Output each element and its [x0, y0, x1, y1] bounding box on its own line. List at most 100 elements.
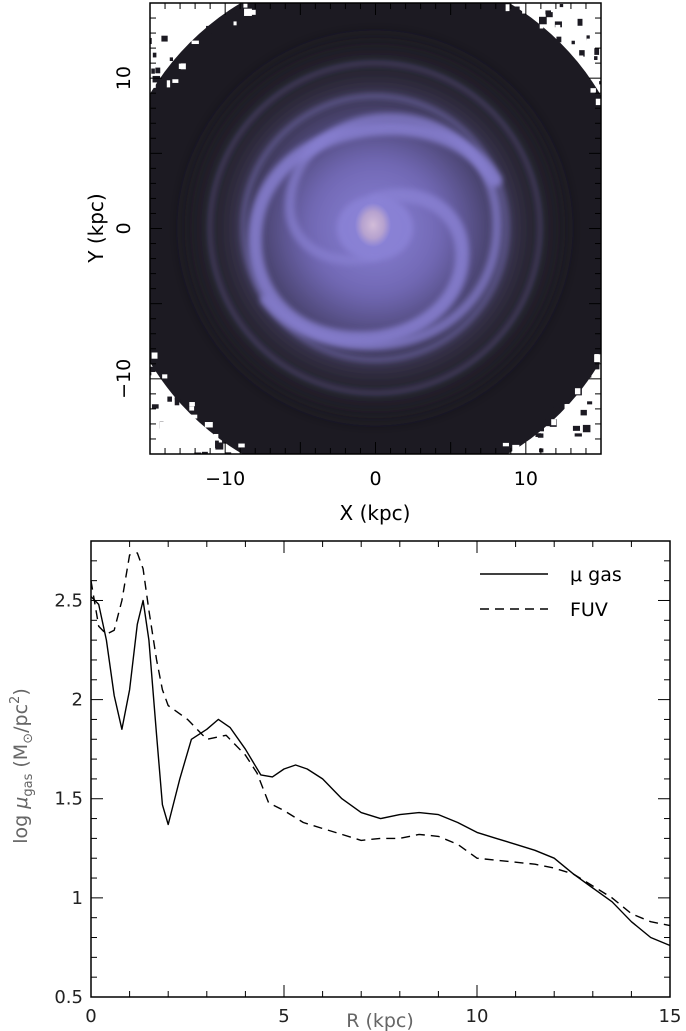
speckle	[660, 305, 668, 309]
speckle	[167, 396, 172, 402]
speckle	[637, 86, 643, 90]
speckle	[249, 9, 256, 15]
speckle	[501, 473, 505, 476]
speckle	[610, 412, 617, 416]
speckle	[473, 488, 476, 494]
speckle	[592, 392, 600, 397]
speckle	[80, 185, 84, 189]
spiral-arm-1	[247, 121, 502, 346]
speckle	[617, 104, 624, 109]
speckle	[588, 393, 593, 399]
speckle	[661, 206, 669, 212]
speckle	[628, 120, 634, 127]
speckle	[630, 252, 635, 258]
speckle	[296, 486, 301, 493]
speckle	[182, 426, 188, 433]
speckle	[237, 14, 241, 21]
speckle	[119, 332, 123, 338]
speckle	[412, 517, 416, 520]
speckle	[198, 467, 205, 470]
speckle	[111, 278, 116, 282]
speckle	[622, 361, 629, 369]
speckle	[305, 500, 311, 505]
speckle	[285, 512, 291, 516]
speckle	[535, 440, 540, 446]
speckle	[297, 515, 304, 518]
speckle	[280, 472, 286, 478]
speckle	[480, 490, 484, 494]
speckle	[547, 21, 555, 25]
speckle	[261, 466, 266, 469]
speckle	[594, 361, 600, 370]
profile-y-label-open: (M	[10, 744, 32, 774]
profile-y-tick-label: 1.5	[54, 789, 83, 810]
speckle	[513, 445, 519, 450]
speckle	[151, 68, 155, 74]
speckle	[660, 208, 666, 213]
speckle	[203, 33, 212, 38]
speckle	[586, 35, 590, 41]
speckle	[538, 16, 547, 25]
profile-y-label-sun: ⊙	[21, 733, 36, 744]
speckle	[423, 479, 427, 487]
speckle	[621, 89, 629, 93]
speckle	[595, 98, 601, 106]
speckle	[194, 452, 202, 454]
speckle	[150, 84, 156, 88]
profile-series	[90, 552, 671, 947]
speckle	[579, 432, 588, 438]
speckle	[545, 419, 553, 427]
speckle	[649, 303, 657, 307]
speckle	[152, 75, 161, 83]
speckle	[172, 79, 179, 83]
gas-map-x-tick-label: 10	[514, 468, 538, 490]
profile-y-label-mid: /pc	[10, 704, 32, 733]
speckle	[119, 312, 126, 320]
profile-y-label-sub: gas	[21, 773, 36, 796]
speckle	[130, 165, 135, 169]
speckle	[246, 3, 255, 7]
speckle	[572, 425, 581, 431]
speckle	[335, 525, 339, 533]
speckle	[633, 322, 640, 329]
speckle	[623, 195, 626, 201]
speckle	[139, 321, 147, 327]
speckle	[622, 277, 630, 281]
speckle	[169, 57, 173, 61]
speckle	[507, 490, 512, 496]
speckle	[602, 104, 606, 110]
speckle	[673, 264, 676, 271]
speckle	[124, 236, 130, 243]
speckle	[513, 6, 520, 13]
speckle	[222, 438, 227, 444]
speckle	[620, 174, 625, 180]
speckle	[106, 272, 109, 276]
speckle	[554, 21, 562, 28]
speckle	[539, 21, 544, 29]
speckle	[228, 13, 236, 20]
speckle	[191, 0, 194, 1]
speckle	[556, 36, 562, 43]
speckle	[508, 14, 514, 21]
profile-ticks: 0 5 10 15 0.5 1 1.5 2 2.5	[54, 540, 681, 1027]
speckle	[613, 87, 621, 93]
speckle	[308, 477, 312, 481]
speckle	[594, 48, 600, 55]
speckle	[646, 287, 652, 290]
speckle	[609, 365, 612, 371]
speckle	[550, 464, 554, 470]
profile-frame	[90, 540, 671, 998]
speckle	[155, 67, 161, 74]
speckle	[654, 190, 658, 194]
speckle	[95, 330, 99, 335]
speckle	[570, 29, 577, 34]
speckle	[191, 40, 199, 45]
speckle	[610, 341, 614, 347]
speckle	[408, 487, 413, 494]
speckle	[438, 480, 445, 486]
speckle	[289, 489, 293, 492]
speckle	[649, 348, 652, 352]
speckle	[250, 496, 254, 500]
legend-label-gas: μ gas	[570, 564, 622, 586]
speckle	[244, 8, 252, 16]
